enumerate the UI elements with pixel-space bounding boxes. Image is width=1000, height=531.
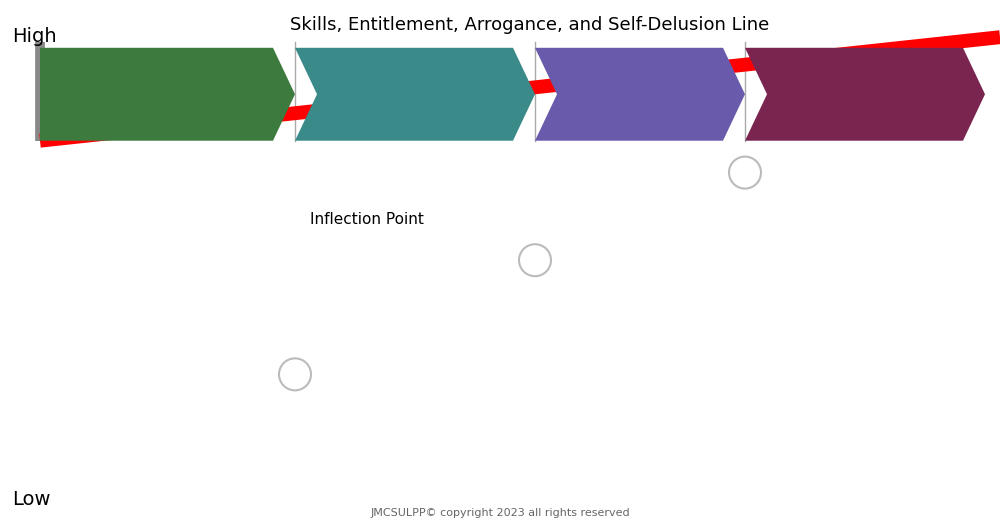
- Polygon shape: [295, 48, 535, 141]
- Text: Low: Low: [12, 490, 50, 509]
- Polygon shape: [40, 48, 295, 141]
- Polygon shape: [745, 48, 985, 141]
- Ellipse shape: [519, 244, 551, 276]
- Ellipse shape: [279, 358, 311, 390]
- Text: JMCSULPP© copyright 2023 all rights reserved: JMCSULPP© copyright 2023 all rights rese…: [370, 508, 630, 518]
- Text: I'm training to be on
the pro tour: I'm training to be on the pro tour: [785, 79, 945, 109]
- Text: Skills, Entitlement, Arrogance, and Self-Delusion Line: Skills, Entitlement, Arrogance, and Self…: [290, 16, 770, 34]
- Text: High: High: [12, 27, 57, 46]
- Text: The Banger: The Banger: [370, 87, 460, 101]
- Text: Inflection Point: Inflection Point: [310, 212, 424, 227]
- Text: The Snob: The Snob: [603, 87, 677, 101]
- Text: The Beginner: The Beginner: [115, 87, 220, 101]
- Polygon shape: [535, 48, 745, 141]
- Ellipse shape: [729, 157, 761, 189]
